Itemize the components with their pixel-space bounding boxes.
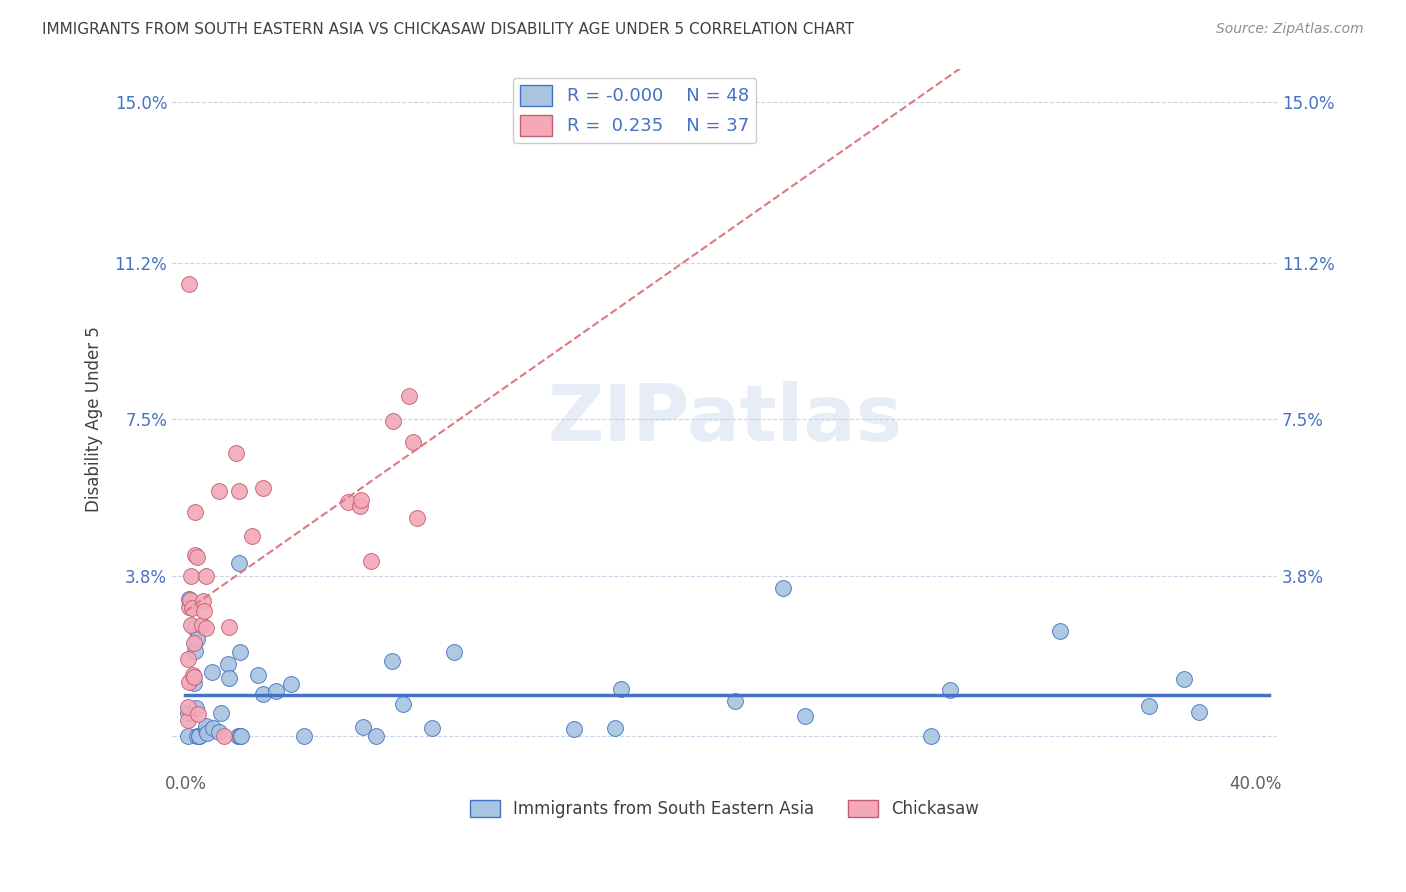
Y-axis label: Disability Age Under 5: Disability Age Under 5 (86, 326, 103, 512)
Point (443, 645, 465, 659)
Point (193, 604, 215, 618)
Point (179, 599, 201, 614)
Point (360, 554, 382, 568)
Point (218, 671, 240, 685)
Point (177, 277, 200, 291)
Point (191, 618, 214, 632)
Legend: Immigrants from South Eastern Asia, Chickasaw: Immigrants from South Eastern Asia, Chic… (464, 793, 986, 825)
Point (366, 729, 388, 743)
Point (177, 651, 200, 665)
Point (246, 667, 269, 681)
Point (229, 729, 252, 743)
Point (212, 729, 235, 743)
Point (179, 593, 201, 607)
Point (184, 621, 207, 635)
Point (184, 548, 207, 562)
Point (603, 721, 626, 735)
Point (337, 495, 360, 509)
Point (181, 667, 204, 681)
Point (1188, 705, 1211, 719)
Point (352, 720, 374, 734)
Point (184, 505, 207, 519)
Text: ZIPatlas: ZIPatlas (547, 381, 903, 458)
Point (794, 709, 817, 723)
Point (772, 582, 794, 596)
Point (195, 726, 218, 740)
Point (229, 729, 252, 743)
Text: Source: ZipAtlas.com: Source: ZipAtlas.com (1216, 22, 1364, 37)
Point (180, 601, 202, 615)
Point (564, 722, 586, 736)
Point (188, 729, 211, 743)
Point (1137, 699, 1160, 714)
Point (228, 484, 250, 499)
Point (183, 676, 205, 690)
Point (186, 701, 208, 715)
Point (610, 681, 633, 696)
Point (177, 729, 200, 743)
Point (177, 706, 200, 720)
Point (406, 511, 429, 525)
Point (228, 645, 250, 659)
Point (194, 718, 217, 732)
Point (195, 621, 218, 635)
Point (723, 693, 745, 707)
Point (177, 699, 200, 714)
Point (177, 713, 200, 727)
Point (208, 483, 231, 498)
Point (252, 481, 274, 495)
Point (280, 676, 302, 690)
Point (202, 721, 225, 735)
Point (209, 706, 232, 721)
Point (228, 556, 250, 570)
Point (201, 665, 224, 679)
Point (183, 670, 205, 684)
Point (177, 591, 200, 606)
Point (350, 492, 373, 507)
Point (240, 529, 263, 543)
Point (264, 684, 287, 698)
Point (1049, 624, 1071, 638)
Point (292, 729, 315, 743)
Point (349, 499, 371, 513)
Point (218, 620, 240, 634)
Point (381, 654, 404, 668)
Point (186, 549, 208, 564)
Point (191, 594, 214, 608)
Point (184, 644, 207, 658)
Point (208, 725, 231, 739)
Point (194, 723, 217, 737)
Point (226, 729, 249, 743)
Point (420, 721, 443, 735)
Point (382, 414, 405, 428)
Text: IMMIGRANTS FROM SOUTH EASTERN ASIA VS CHICKASAW DISABILITY AGE UNDER 5 CORRELATI: IMMIGRANTS FROM SOUTH EASTERN ASIA VS CH… (42, 22, 855, 37)
Point (186, 729, 208, 743)
Point (217, 657, 239, 672)
Point (180, 617, 202, 632)
Point (183, 636, 205, 650)
Point (398, 389, 420, 403)
Point (187, 729, 209, 743)
Point (187, 706, 209, 721)
Point (392, 697, 415, 711)
Point (225, 446, 247, 460)
Point (402, 434, 425, 449)
Point (177, 675, 200, 690)
Point (1173, 672, 1195, 686)
Point (920, 729, 942, 743)
Point (186, 632, 208, 646)
Point (194, 569, 217, 583)
Point (180, 569, 202, 583)
Point (252, 687, 274, 701)
Point (939, 682, 962, 697)
